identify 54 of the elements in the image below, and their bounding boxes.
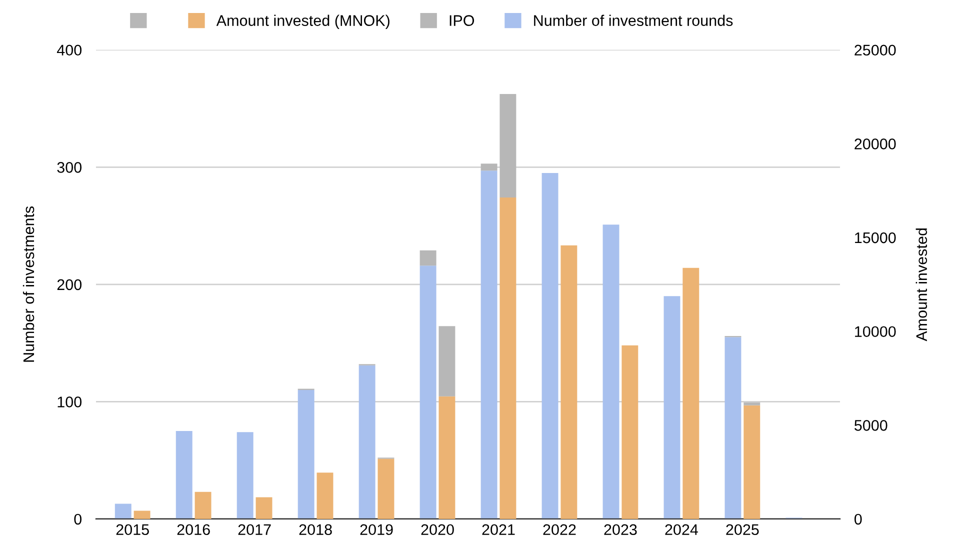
bar — [744, 405, 760, 519]
bar — [724, 337, 742, 519]
bar — [420, 250, 436, 266]
bar — [420, 266, 436, 519]
bar — [256, 497, 272, 519]
y2-tick-label: 10000 — [855, 326, 896, 338]
bar — [358, 365, 376, 519]
legend-label: Number of investment rounds — [534, 14, 733, 26]
y2-axis-title: Amount invested — [916, 228, 928, 342]
bar — [480, 170, 498, 519]
bar — [236, 432, 254, 519]
bar — [500, 198, 516, 519]
x-tick-label: 2023 — [604, 524, 637, 536]
bar — [682, 268, 700, 519]
y2-tick-label: 25000 — [854, 44, 896, 56]
bar — [480, 164, 498, 171]
bar — [542, 173, 558, 519]
bar — [176, 431, 192, 519]
bar — [134, 510, 150, 519]
legend-label: IPO — [450, 15, 474, 26]
x-tick-label: 2018 — [299, 524, 332, 536]
x-tick-label: 2024 — [665, 524, 698, 536]
bar — [602, 224, 620, 519]
y-tick-label: 400 — [56, 44, 82, 56]
bar — [622, 345, 638, 519]
bar — [378, 458, 394, 519]
x-tick-label: 2019 — [360, 524, 393, 536]
y2-tick-label: 20000 — [854, 138, 896, 150]
y2-tick-label: 5000 — [854, 420, 888, 431]
bar — [664, 296, 680, 519]
x-tick-label: 2020 — [421, 524, 454, 536]
x-tick-label: 2025 — [726, 524, 759, 536]
bar — [560, 245, 578, 519]
bar — [500, 94, 516, 198]
x-tick-label: 2017 — [238, 524, 271, 536]
legend-label: Amount invested (MNOK) — [216, 14, 390, 29]
bar — [114, 504, 132, 519]
bar — [194, 492, 212, 519]
bar — [316, 472, 334, 519]
y2-tick-label: 15000 — [855, 232, 896, 244]
y-tick-label: 0 — [74, 514, 82, 525]
y-tick-label: 200 — [57, 279, 82, 290]
y-tick-label: 100 — [58, 396, 82, 408]
x-tick-label: 2021 — [482, 524, 515, 536]
y2-tick-label: 0 — [854, 514, 862, 525]
bar — [438, 396, 456, 519]
bar — [298, 390, 314, 519]
y-axis-title: Number of investments — [22, 206, 34, 362]
x-tick-label: 2022 — [543, 524, 576, 536]
bar — [744, 402, 760, 406]
bar — [438, 326, 456, 396]
x-tick-label: 2015 — [116, 524, 149, 536]
x-tick-label: 2016 — [177, 524, 210, 536]
y-tick-label: 300 — [57, 162, 82, 173]
